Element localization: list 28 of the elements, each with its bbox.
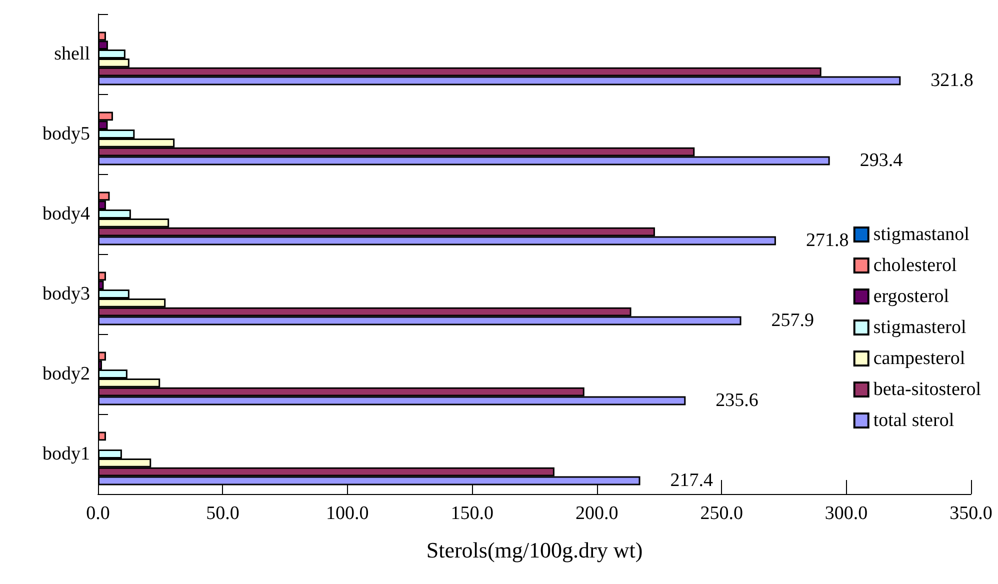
- x-axis-title: Sterols(mg/100g.dry wt): [426, 538, 643, 562]
- legend-label: cholesterol: [873, 255, 957, 276]
- legend-label: stigmastanol: [873, 224, 970, 245]
- x-tick-label: 200.0: [575, 503, 618, 524]
- legend-label: stigmasterol: [873, 317, 966, 338]
- data-label: 293.4: [860, 150, 904, 172]
- legend-label: campesterol: [873, 348, 966, 369]
- y-tick-label: shell: [54, 44, 90, 64]
- x-tick-label: 0.0: [86, 503, 110, 524]
- legend-label: beta-sitosterol: [873, 379, 982, 400]
- data-label: 321.8: [930, 70, 974, 92]
- y-tick-label: body4: [42, 204, 90, 224]
- y-tick-label: body2: [42, 364, 90, 384]
- data-label: 217.4: [670, 470, 714, 492]
- legend-label: ergosterol: [873, 286, 950, 307]
- data-label: 257.9: [771, 310, 814, 332]
- x-tick-label: 250.0: [700, 503, 743, 524]
- x-tick-label: 350.0: [950, 503, 992, 524]
- legend-label: total sterol: [873, 410, 954, 431]
- y-tick-label: body5: [42, 124, 90, 144]
- y-tick-label: body3: [42, 284, 90, 304]
- x-tick-label: 150.0: [450, 503, 494, 524]
- data-label: 235.6: [716, 390, 758, 412]
- x-tick-label: 50.0: [206, 503, 240, 524]
- x-tick-label: 300.0: [824, 503, 868, 524]
- y-tick-label: body1: [42, 444, 90, 464]
- x-tick-label: 100.0: [326, 503, 369, 524]
- data-label: 271.8: [806, 230, 849, 252]
